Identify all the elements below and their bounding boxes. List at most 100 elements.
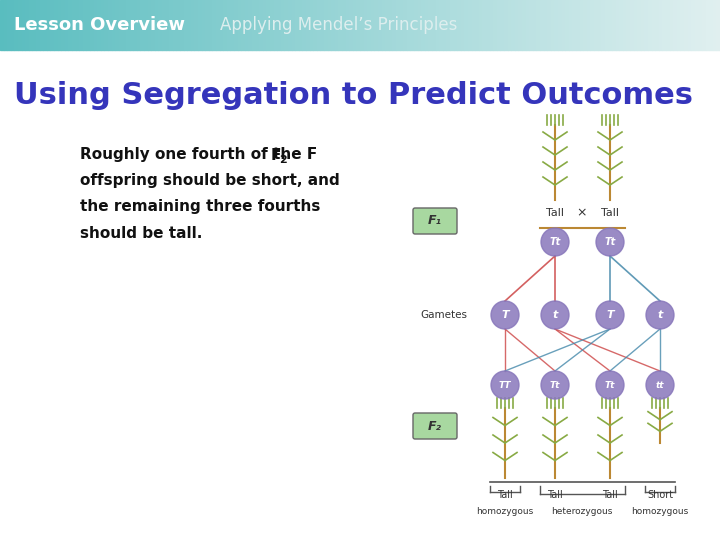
Bar — [292, 0, 295, 50]
Bar — [205, 0, 209, 50]
Bar — [709, 0, 713, 50]
Bar — [133, 0, 137, 50]
Text: 2: 2 — [279, 155, 287, 165]
Text: heterozygous: heterozygous — [552, 507, 613, 516]
Bar — [212, 0, 216, 50]
Bar — [238, 0, 241, 50]
Bar — [173, 0, 176, 50]
Bar — [29, 0, 32, 50]
Bar — [529, 0, 533, 50]
Bar — [572, 0, 576, 50]
Text: homozygous: homozygous — [631, 507, 688, 516]
Bar — [626, 0, 630, 50]
Bar — [670, 0, 673, 50]
Bar — [425, 0, 428, 50]
Bar — [414, 0, 418, 50]
Bar — [605, 0, 608, 50]
Bar — [54, 0, 58, 50]
Bar — [313, 0, 317, 50]
Text: t: t — [552, 310, 558, 320]
Bar — [47, 0, 50, 50]
Text: TT: TT — [499, 381, 511, 389]
Bar — [104, 0, 108, 50]
Bar — [659, 0, 662, 50]
Bar — [706, 0, 709, 50]
Circle shape — [541, 371, 569, 399]
Bar — [223, 0, 227, 50]
Bar — [547, 0, 551, 50]
Bar — [94, 0, 97, 50]
Text: F₂: F₂ — [428, 420, 442, 433]
Bar — [11, 0, 14, 50]
Bar — [533, 0, 536, 50]
Text: ×: × — [577, 206, 588, 219]
Bar — [209, 0, 212, 50]
Bar — [518, 0, 522, 50]
Bar — [180, 0, 184, 50]
Bar — [403, 0, 407, 50]
Bar — [230, 0, 234, 50]
Bar — [601, 0, 605, 50]
Bar — [324, 0, 328, 50]
Circle shape — [646, 301, 674, 329]
Bar — [122, 0, 126, 50]
Bar — [583, 0, 587, 50]
Bar — [0, 0, 4, 50]
Bar — [432, 0, 436, 50]
Bar — [7, 0, 11, 50]
Bar — [32, 0, 36, 50]
Bar — [353, 0, 356, 50]
Bar — [4, 0, 7, 50]
Bar — [306, 0, 310, 50]
Bar — [565, 0, 569, 50]
Bar — [263, 0, 266, 50]
Bar — [522, 0, 526, 50]
Text: Roughly one fourth of the F: Roughly one fourth of the F — [80, 147, 318, 163]
Bar — [72, 0, 76, 50]
Bar — [562, 0, 565, 50]
Bar — [392, 0, 396, 50]
Bar — [702, 0, 706, 50]
Bar — [144, 0, 148, 50]
Bar — [184, 0, 187, 50]
Text: Tall: Tall — [547, 490, 563, 500]
Bar — [61, 0, 65, 50]
Bar — [587, 0, 590, 50]
Bar — [536, 0, 540, 50]
Circle shape — [646, 371, 674, 399]
Bar — [544, 0, 547, 50]
Bar — [148, 0, 151, 50]
Bar — [342, 0, 346, 50]
Bar — [475, 0, 479, 50]
Bar — [371, 0, 374, 50]
Bar — [18, 0, 22, 50]
Bar — [299, 0, 302, 50]
Bar — [479, 0, 482, 50]
Bar — [652, 0, 655, 50]
Bar — [612, 0, 616, 50]
Bar — [130, 0, 133, 50]
Bar — [655, 0, 659, 50]
Bar — [374, 0, 378, 50]
Bar — [698, 0, 702, 50]
Bar — [86, 0, 90, 50]
Bar — [695, 0, 698, 50]
Text: Tt: Tt — [550, 381, 560, 389]
Bar — [428, 0, 432, 50]
Bar — [277, 0, 281, 50]
Bar — [68, 0, 72, 50]
Bar — [151, 0, 155, 50]
Bar — [58, 0, 61, 50]
Bar — [511, 0, 515, 50]
Bar — [356, 0, 360, 50]
Bar — [540, 0, 544, 50]
Bar — [40, 0, 43, 50]
Bar — [421, 0, 425, 50]
Bar — [637, 0, 641, 50]
Text: Tt: Tt — [605, 381, 615, 389]
Bar — [688, 0, 691, 50]
Bar — [486, 0, 490, 50]
Bar — [554, 0, 558, 50]
Bar — [684, 0, 688, 50]
Text: tt: tt — [656, 381, 665, 389]
